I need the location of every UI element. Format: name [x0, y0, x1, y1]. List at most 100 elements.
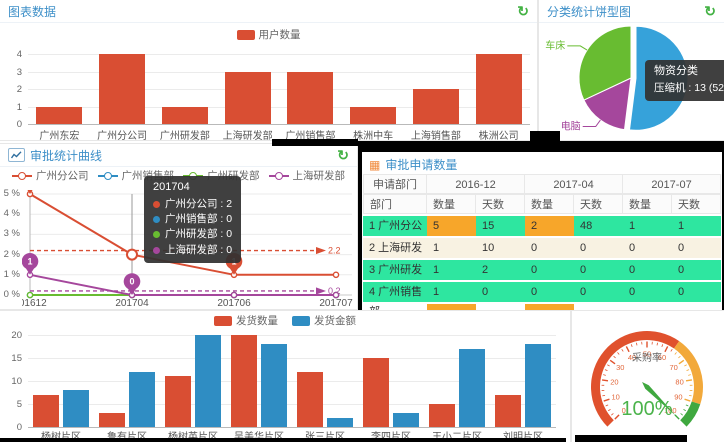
table-icon: ▦: [369, 157, 381, 172]
legend-line-glyph: [268, 171, 289, 180]
bar[interactable]: [459, 348, 485, 427]
svg-text:0: 0: [129, 277, 134, 287]
line-chart-icon: [8, 148, 25, 162]
bar[interactable]: [161, 106, 208, 124]
bar[interactable]: [224, 71, 271, 124]
refresh-icon[interactable]: ↻: [704, 3, 716, 19]
table-cell: 10: [476, 238, 525, 258]
x-category-label: 株洲中车: [353, 131, 394, 141]
pie-tooltip: 物资分类 压缩机 : 13 (52%): [645, 60, 724, 102]
table-group-header: 2017-04: [525, 174, 623, 194]
bar[interactable]: [63, 390, 89, 427]
legend-item[interactable]: 上海研发部: [268, 168, 345, 183]
svg-text:201704: 201704: [115, 298, 149, 309]
bar[interactable]: [261, 344, 287, 427]
table-cell: 0: [672, 282, 721, 302]
series-dot: [153, 231, 160, 239]
y-tick-label: 0: [16, 422, 22, 433]
bar[interactable]: [99, 54, 146, 124]
y-tick-label: 2: [16, 84, 22, 95]
legend-line-glyph: [97, 171, 118, 180]
svg-text:90: 90: [674, 393, 682, 402]
bar[interactable]: [363, 358, 389, 427]
legend-item[interactable]: 发货金额: [292, 313, 356, 328]
legend-line-glyph: [12, 171, 32, 180]
bar[interactable]: [195, 335, 221, 427]
screen-artifact: [575, 435, 687, 442]
legend-label: 用户数量: [258, 29, 301, 41]
gauge-chart-purchase-rate[interactable]: 0102030405060708090100采购率: [572, 311, 724, 442]
bar[interactable]: [475, 54, 522, 124]
x-category-label: 广州东宏: [39, 131, 80, 141]
bar[interactable]: [165, 376, 191, 427]
table-cell: 1: [672, 216, 721, 236]
table-cell: 0: [525, 260, 574, 280]
bar[interactable]: [350, 106, 397, 124]
tooltip-row-text: 广州研发部 : 0: [165, 228, 233, 241]
gridline: [28, 335, 556, 336]
table-cell-dept: 2 上海研发部: [363, 238, 427, 274]
svg-text:80: 80: [675, 377, 683, 386]
bar[interactable]: [525, 344, 551, 427]
bar[interactable]: [429, 404, 455, 427]
table-cell: [623, 304, 672, 310]
bar[interactable]: [393, 413, 419, 427]
gridline: [28, 71, 530, 73]
bar[interactable]: [287, 71, 334, 124]
bar[interactable]: [297, 371, 323, 427]
table-header-groups: 申请部门 2016-12 2017-04 2017-07: [363, 174, 722, 194]
tooltip-row: 广州研发部 : 0: [153, 227, 232, 242]
bar[interactable]: [99, 413, 125, 427]
table-row[interactable]: 1 广州分公司51524811: [363, 216, 722, 252]
legend-item[interactable]: 用户数量: [236, 27, 301, 42]
refresh-icon[interactable]: ↻: [517, 3, 529, 19]
table-column-header: 部门: [363, 194, 427, 214]
table-cell: 0: [476, 282, 525, 302]
y-tick-label: 4: [16, 49, 22, 60]
y-tick-label: 5: [16, 399, 22, 410]
bar[interactable]: [36, 106, 83, 124]
bar[interactable]: [33, 394, 59, 427]
line-tooltip: 201704 广州分公司 : 2 广州销售部 : 0 广州研发部 : 0 上海研发部 …: [144, 176, 242, 263]
bar[interactable]: [129, 371, 155, 427]
panel-header: 图表数据 ↻: [0, 0, 537, 23]
table-cell: 0: [574, 260, 623, 280]
table-title: 审批申请数量: [385, 158, 458, 172]
bar[interactable]: [412, 89, 459, 124]
table-row[interactable]: 2 上海研发部1100000: [363, 238, 722, 274]
legend-item[interactable]: 发货数量: [214, 313, 278, 328]
pie-slice[interactable]: [583, 77, 632, 131]
table-widget: ▦ 审批申请数量 申请部门 2016-12 2017-04 2017-07 部门 数量 天数…: [362, 152, 722, 310]
table-cell-dept: 3 广州研发部: [363, 260, 427, 296]
table-group-header: 2017-07: [623, 174, 721, 194]
table-row[interactable]: 3 广州研发部120000: [363, 260, 722, 296]
bar[interactable]: [231, 335, 257, 427]
x-axis-line: [28, 124, 530, 125]
table-cell: 2: [476, 260, 525, 280]
bar[interactable]: [495, 394, 521, 427]
table-cell: 2: [525, 216, 574, 236]
svg-text:20: 20: [610, 377, 618, 386]
table-row[interactable]: 4 广州销售部100000: [363, 282, 722, 310]
table-column-header: 天数: [476, 194, 525, 214]
refresh-icon[interactable]: ↻: [337, 147, 349, 163]
table-sub-headers: 部门 数量 天数 数量 天数 数量 天数: [363, 194, 722, 214]
svg-text:70: 70: [670, 363, 678, 372]
bar[interactable]: [327, 417, 353, 427]
legend-ring: [103, 171, 112, 180]
svg-text:40: 40: [628, 353, 636, 362]
legend-label: 广州分公司: [36, 170, 89, 182]
legend-item[interactable]: 广州分公司: [12, 168, 89, 183]
data-table: 申请部门 2016-12 2017-04 2017-07 部门 数量 天数 数量 天数 数量 天数 1…: [363, 174, 722, 310]
table-cell: [363, 304, 427, 310]
table-cell: 1: [427, 282, 476, 302]
y-tick-label: 15: [11, 353, 22, 364]
x-category-label: 杨树英片区: [168, 432, 218, 442]
x-category-label: 广州销售部: [285, 131, 336, 141]
gridline: [28, 404, 556, 405]
table-cell: [672, 304, 721, 310]
table-cell: [574, 304, 623, 310]
series-dot: [153, 216, 160, 224]
table-column-header: 天数: [672, 194, 721, 214]
svg-text:1: 1: [27, 257, 32, 267]
